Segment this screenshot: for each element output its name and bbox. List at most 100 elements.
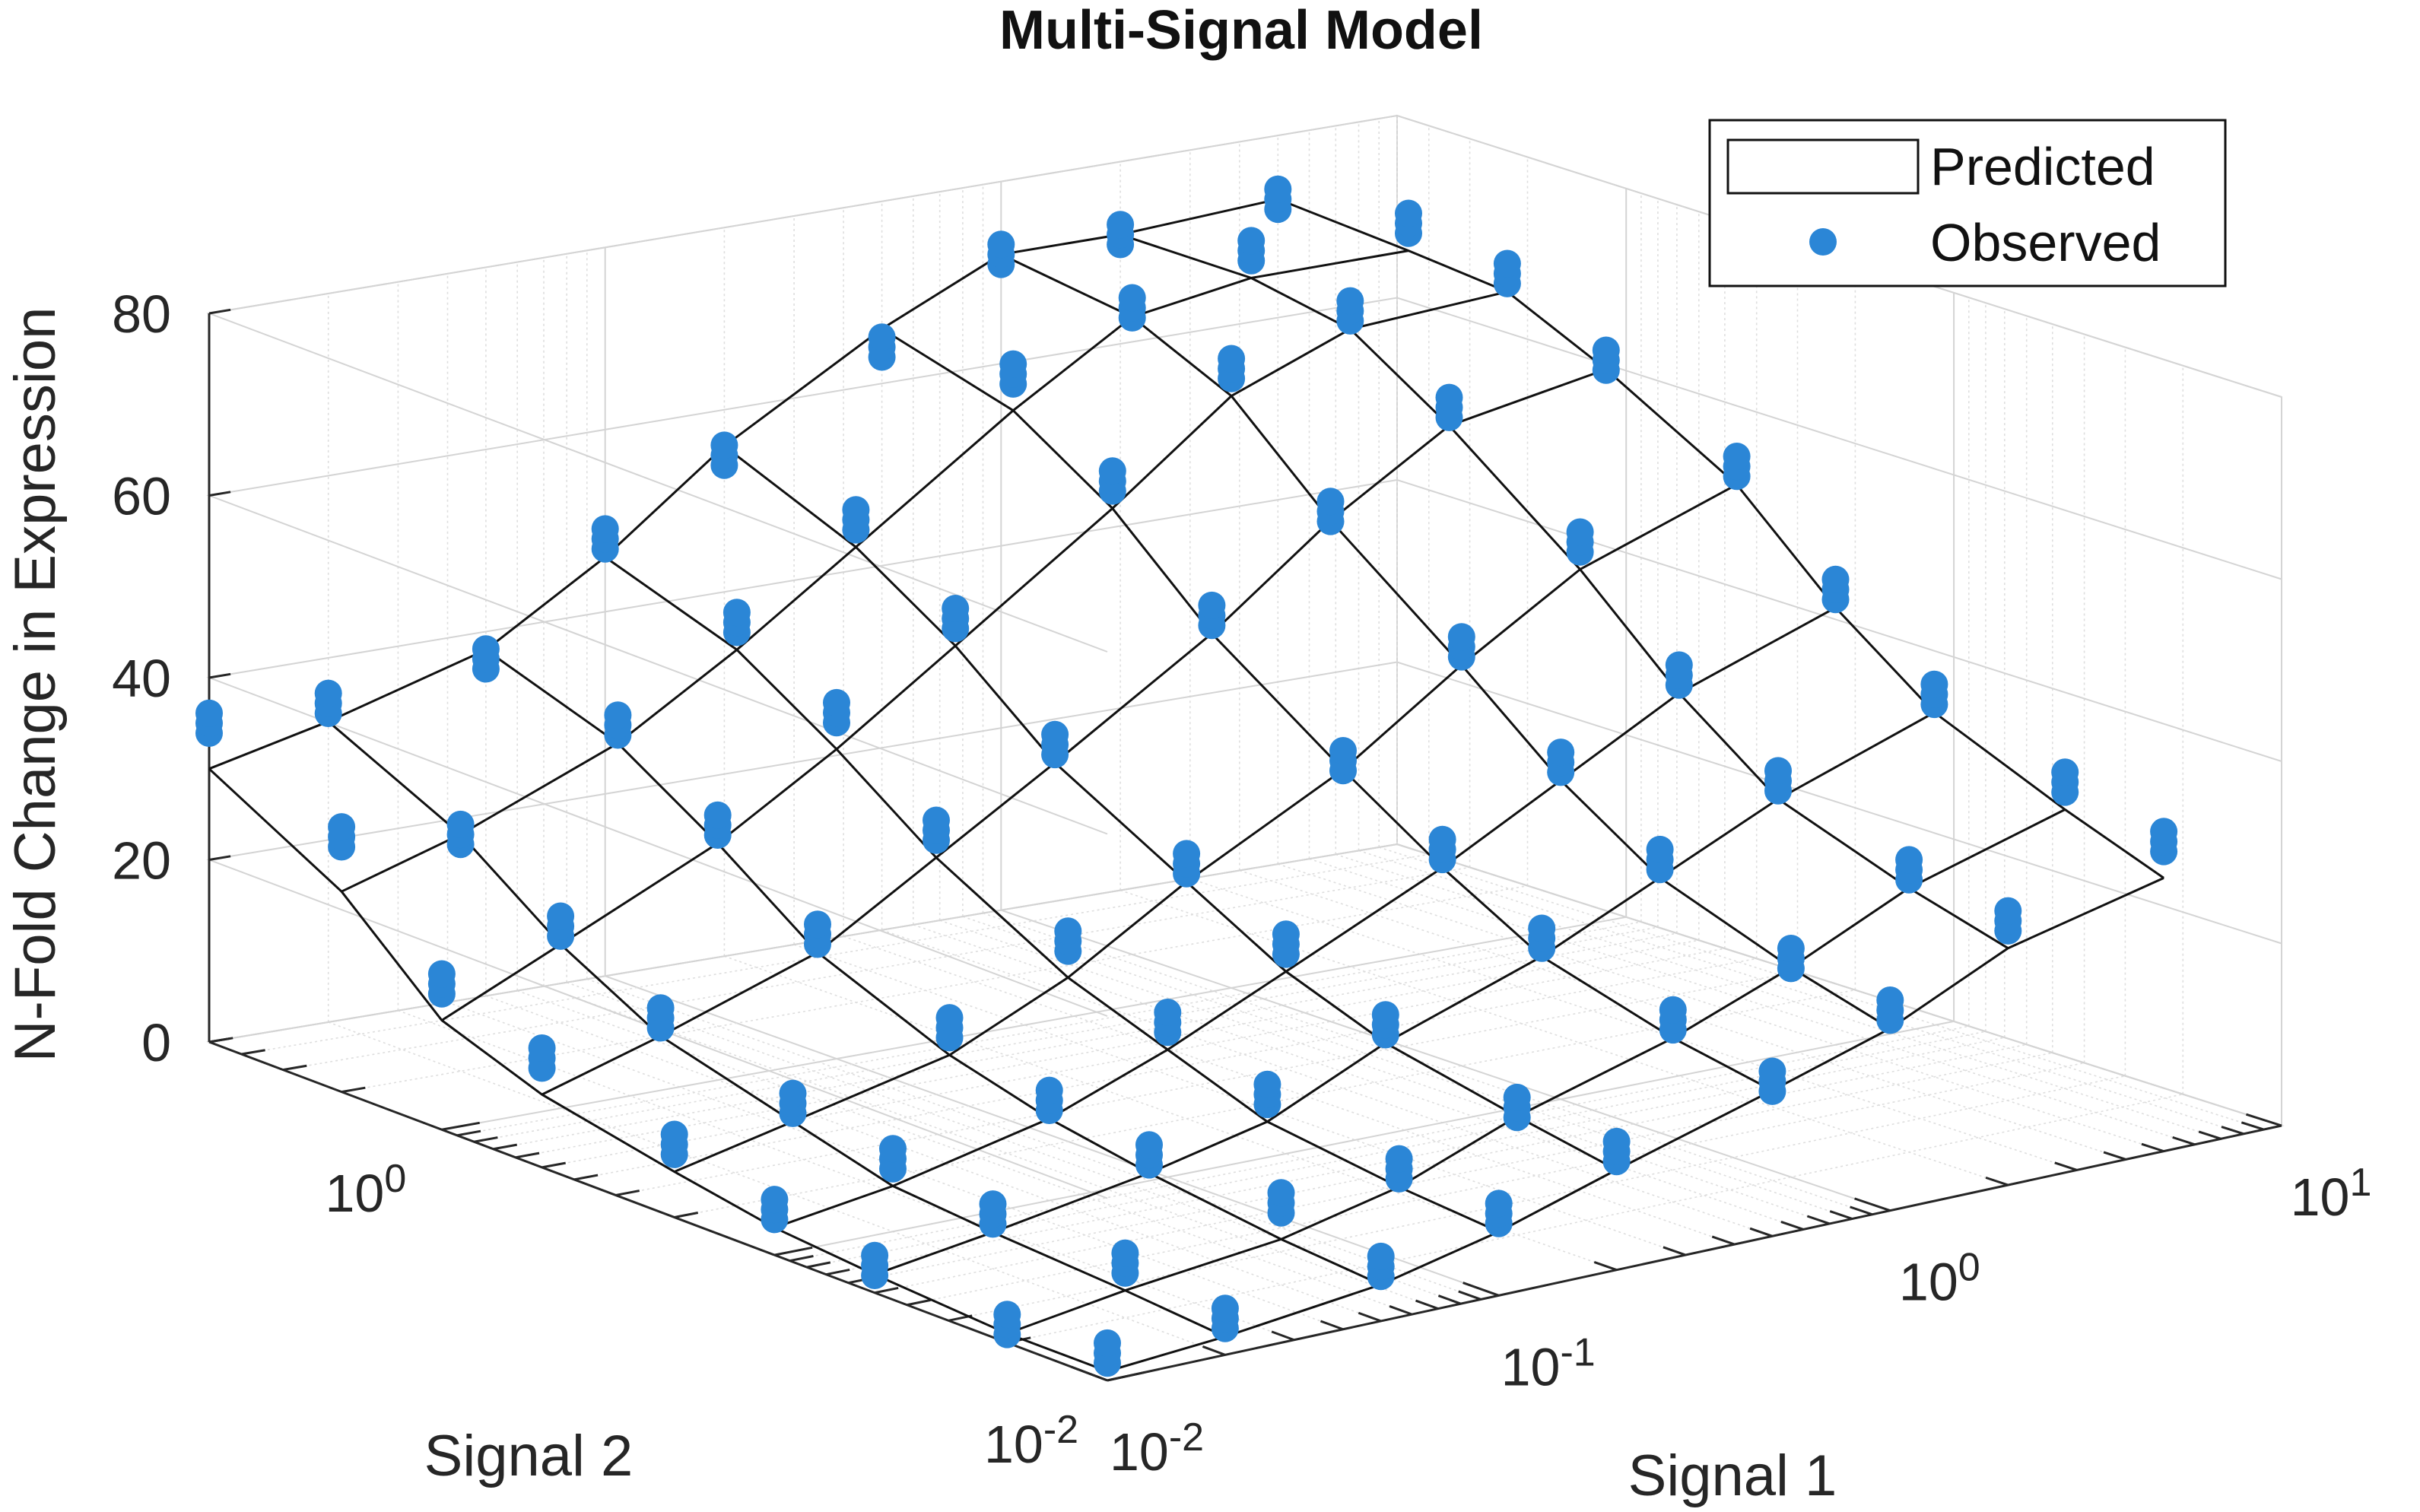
observed-point bbox=[1485, 1190, 1513, 1218]
z-tick-label: 20 bbox=[112, 831, 171, 891]
observed-point bbox=[1094, 1329, 1121, 1357]
observed-point bbox=[861, 1241, 889, 1269]
observed-point bbox=[1371, 1001, 1399, 1029]
x-floor-gridline bbox=[983, 912, 1873, 1215]
x-tick-label: 10-2 bbox=[1110, 1415, 1204, 1482]
observed-point bbox=[1211, 1294, 1239, 1323]
x-tick bbox=[2198, 1130, 2222, 1140]
y-tick bbox=[615, 1190, 640, 1196]
observed-point bbox=[823, 688, 850, 716]
y-tick-label: 100 bbox=[325, 1157, 406, 1223]
observed-point bbox=[446, 810, 475, 838]
predicted-mesh-line bbox=[723, 445, 1618, 1171]
y-tick bbox=[806, 1261, 831, 1269]
observed-point bbox=[604, 701, 632, 729]
observed-point bbox=[1336, 287, 1364, 315]
z-tick-label: 80 bbox=[112, 284, 171, 344]
x-tick bbox=[1415, 1299, 1439, 1310]
y-floor-gridline bbox=[848, 1043, 2027, 1284]
observed-point bbox=[591, 515, 619, 543]
y-floor-gridline bbox=[874, 1052, 2053, 1294]
y-tick bbox=[573, 1174, 599, 1181]
y-tick bbox=[241, 1049, 265, 1056]
x-floor-gridline bbox=[1278, 863, 2164, 1152]
y-tick bbox=[825, 1268, 850, 1276]
legend-predicted-label: Predicted bbox=[1930, 137, 2155, 196]
observed-point bbox=[1264, 175, 1292, 203]
y-tick bbox=[473, 1136, 498, 1143]
chart-title: Multi-Signal Model bbox=[999, 0, 1483, 61]
observed-point bbox=[1098, 457, 1126, 485]
observed-point bbox=[1107, 211, 1135, 239]
observed-point bbox=[1054, 917, 1082, 945]
x-tick bbox=[1711, 1235, 1736, 1246]
observed-point bbox=[761, 1186, 789, 1214]
observed-point bbox=[1316, 488, 1345, 516]
observed-point bbox=[999, 350, 1027, 378]
x-tick bbox=[1850, 1205, 1873, 1216]
observed-point bbox=[703, 801, 732, 829]
y-tick bbox=[541, 1161, 566, 1169]
predicted-mesh-line bbox=[604, 556, 1500, 1233]
z-tick bbox=[208, 855, 231, 861]
x-floor-gridline bbox=[1335, 853, 2222, 1140]
y-floor-gridline bbox=[282, 866, 1470, 1071]
z-gridline bbox=[206, 478, 2282, 1017]
y-floor-gridline bbox=[493, 932, 1678, 1150]
x-floor-gridline bbox=[1239, 869, 2126, 1161]
observed-point bbox=[472, 635, 500, 663]
x-tick bbox=[2103, 1151, 2126, 1161]
observed-point bbox=[2150, 818, 2178, 846]
x-tick bbox=[1458, 1290, 1482, 1301]
y-tick bbox=[874, 1286, 899, 1294]
observed-points bbox=[195, 175, 2178, 1377]
z-tick bbox=[208, 672, 231, 679]
observed-point bbox=[1428, 825, 1456, 853]
observed-point bbox=[2051, 758, 2079, 786]
x-tick bbox=[1806, 1215, 1831, 1225]
y-tick bbox=[493, 1143, 518, 1151]
x-floor-gridline bbox=[1309, 858, 2196, 1145]
x-floor-gridline bbox=[485, 995, 1381, 1322]
x-floor-gridline bbox=[1189, 878, 2078, 1171]
observed-point bbox=[1764, 757, 1792, 785]
observed-point bbox=[1329, 737, 1357, 764]
observed-point bbox=[1385, 1145, 1413, 1173]
observed-point bbox=[1659, 996, 1687, 1024]
x-tick bbox=[1358, 1311, 1382, 1323]
tick-labels: 10-2 10-1 100 101 10-2 100 0 20 40 60 80 bbox=[112, 284, 2371, 1482]
y-tick-label: 10-2 bbox=[984, 1408, 1078, 1474]
observed-point bbox=[1395, 199, 1422, 227]
observed-point bbox=[195, 699, 223, 727]
x-tick bbox=[2241, 1121, 2264, 1131]
predicted-mesh-line bbox=[441, 291, 1508, 1021]
observed-point bbox=[1602, 1127, 1631, 1155]
x-tick bbox=[2141, 1142, 2164, 1153]
x-floor-gridline bbox=[605, 975, 1500, 1297]
grid-lines bbox=[206, 114, 2282, 1381]
x-tick bbox=[2172, 1136, 2196, 1146]
observed-point bbox=[987, 230, 1015, 259]
x-tick bbox=[1985, 1176, 2009, 1186]
observed-point bbox=[993, 1301, 1021, 1329]
y-floor-gridline bbox=[474, 926, 1659, 1142]
observed-point bbox=[1118, 284, 1146, 312]
y-tick bbox=[907, 1298, 931, 1307]
x-tick-label: 10-1 bbox=[1501, 1330, 1596, 1396]
y-tick bbox=[674, 1212, 699, 1218]
y-tick bbox=[1107, 1371, 1145, 1382]
observed-point bbox=[710, 431, 738, 459]
x-tick bbox=[1854, 1197, 1891, 1212]
x-tick bbox=[1749, 1227, 1773, 1237]
observed-point bbox=[1777, 935, 1805, 962]
x-tick bbox=[1593, 1260, 1618, 1272]
y-tick bbox=[774, 1246, 813, 1256]
z-gridline bbox=[206, 661, 2282, 1199]
y-floor-gridline bbox=[615, 970, 1798, 1196]
observed-point bbox=[979, 1190, 1007, 1218]
observed-point bbox=[935, 1004, 964, 1032]
observed-point bbox=[1592, 336, 1620, 364]
z-tick-label: 40 bbox=[112, 649, 171, 708]
observed-point bbox=[868, 323, 896, 351]
